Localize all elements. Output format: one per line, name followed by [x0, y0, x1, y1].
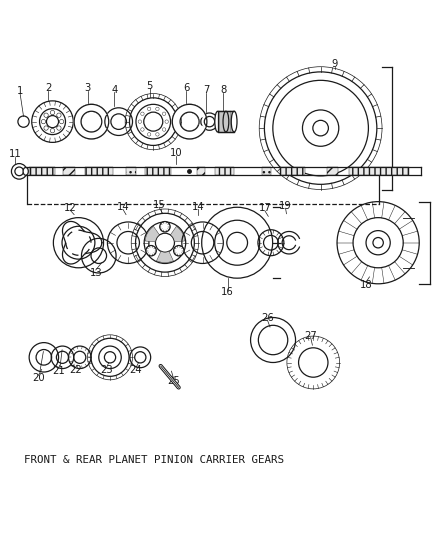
Ellipse shape [231, 111, 237, 132]
Bar [29, 167, 55, 175]
Wedge shape [170, 227, 185, 242]
Text: 5: 5 [147, 80, 153, 91]
Text: 8: 8 [220, 85, 226, 95]
Polygon shape [172, 104, 206, 139]
Text: 7: 7 [203, 85, 209, 95]
Text: 2: 2 [45, 83, 51, 93]
Ellipse shape [215, 111, 221, 132]
Text: 14: 14 [117, 202, 129, 212]
Text: 23: 23 [100, 365, 113, 375]
Bar [279, 167, 305, 175]
Bar [126, 167, 135, 175]
Circle shape [160, 222, 170, 232]
Text: 19: 19 [279, 201, 292, 211]
Text: 21: 21 [52, 366, 64, 376]
Text: 27: 27 [304, 330, 317, 341]
Text: 11: 11 [8, 149, 21, 159]
Text: 25: 25 [167, 376, 180, 386]
Text: 4: 4 [111, 85, 117, 95]
Ellipse shape [23, 167, 28, 175]
Bar [327, 167, 338, 175]
Bar [218, 111, 234, 132]
Bar [215, 167, 234, 175]
Text: 15: 15 [153, 200, 166, 210]
Ellipse shape [223, 111, 229, 132]
Text: 10: 10 [170, 148, 182, 158]
Bar [198, 167, 205, 175]
Bar [85, 167, 113, 175]
Text: 14: 14 [192, 202, 205, 212]
Text: 18: 18 [360, 280, 372, 289]
Text: 24: 24 [130, 365, 142, 375]
Bar [262, 167, 271, 175]
Text: 22: 22 [69, 365, 82, 375]
Bar [64, 167, 75, 175]
Wedge shape [145, 227, 159, 242]
Text: 26: 26 [261, 312, 274, 322]
Text: 3: 3 [85, 83, 91, 93]
Text: FRONT & REAR PLANET PINION CARRIER GEARS: FRONT & REAR PLANET PINION CARRIER GEARS [25, 455, 284, 465]
Polygon shape [74, 104, 107, 139]
Circle shape [146, 246, 156, 256]
Wedge shape [156, 252, 173, 263]
Text: 16: 16 [221, 287, 234, 297]
Text: 6: 6 [183, 83, 189, 93]
Text: 20: 20 [32, 373, 45, 383]
Bar [145, 167, 171, 175]
Text: 12: 12 [64, 203, 77, 213]
Circle shape [173, 246, 184, 256]
Text: 13: 13 [89, 268, 102, 278]
Text: 17: 17 [258, 203, 271, 213]
Text: 1: 1 [17, 86, 23, 96]
Bar [349, 167, 409, 175]
Text: 9: 9 [332, 59, 338, 69]
